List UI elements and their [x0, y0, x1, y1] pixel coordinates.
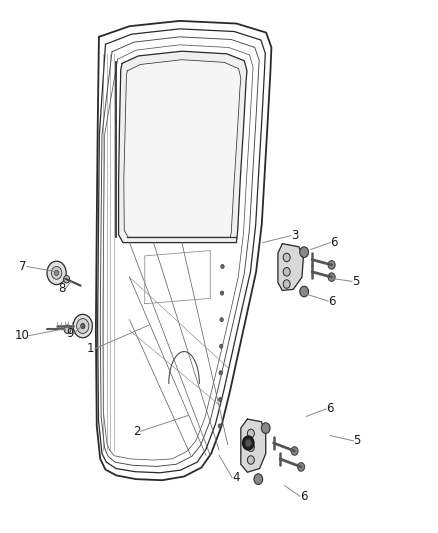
Text: 6: 6 [330, 236, 338, 249]
Circle shape [247, 443, 254, 451]
Polygon shape [124, 60, 241, 237]
Polygon shape [119, 51, 247, 243]
Text: 6: 6 [326, 402, 333, 415]
Text: 2: 2 [133, 425, 141, 438]
Circle shape [291, 447, 298, 455]
Circle shape [64, 325, 71, 334]
Circle shape [81, 324, 85, 329]
Text: 5: 5 [353, 434, 361, 447]
Circle shape [247, 429, 254, 438]
Text: 1: 1 [87, 342, 95, 356]
Circle shape [283, 280, 290, 288]
Circle shape [64, 276, 70, 283]
Text: 5: 5 [352, 275, 360, 288]
Circle shape [283, 268, 290, 276]
Polygon shape [241, 419, 266, 472]
Circle shape [297, 463, 304, 471]
Circle shape [77, 319, 89, 334]
Circle shape [254, 474, 263, 484]
Polygon shape [278, 244, 303, 290]
Circle shape [261, 423, 270, 433]
Text: 3: 3 [291, 229, 298, 242]
Circle shape [219, 397, 222, 401]
Text: 10: 10 [14, 329, 29, 342]
Circle shape [54, 270, 59, 276]
Circle shape [245, 439, 251, 447]
Circle shape [328, 261, 335, 269]
Text: 4: 4 [232, 471, 240, 484]
Circle shape [247, 456, 254, 464]
Circle shape [221, 264, 224, 269]
Text: 6: 6 [328, 295, 336, 308]
Circle shape [328, 273, 335, 281]
Polygon shape [124, 60, 241, 237]
Circle shape [220, 291, 224, 295]
Circle shape [219, 344, 223, 349]
Text: 9: 9 [67, 327, 74, 340]
Text: 7: 7 [19, 260, 27, 273]
Circle shape [218, 424, 222, 428]
Circle shape [300, 247, 308, 257]
Circle shape [300, 286, 308, 297]
Circle shape [51, 266, 62, 279]
Circle shape [243, 436, 254, 450]
Circle shape [220, 318, 223, 322]
Text: 8: 8 [58, 282, 65, 295]
Circle shape [73, 314, 92, 338]
Circle shape [47, 261, 66, 285]
Text: 6: 6 [300, 490, 307, 503]
Circle shape [283, 253, 290, 262]
Circle shape [219, 370, 223, 375]
